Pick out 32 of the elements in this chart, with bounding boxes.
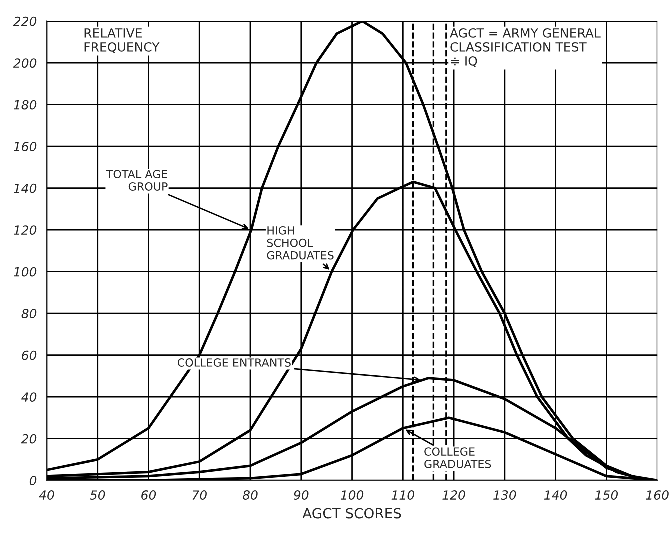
y-tick-label: 200 <box>13 58 37 68</box>
x-tick-label: 80 <box>242 490 258 500</box>
x-tick-label: 90 <box>294 490 309 500</box>
x-tick-label: 60 <box>142 490 156 500</box>
y-tick-label: 100 <box>14 267 37 277</box>
annotation: HIGH SCHOOL GRADUATES <box>267 226 334 260</box>
annotation: COLLEGE ENTRANTS <box>178 358 291 367</box>
x-tick-label: 140 <box>544 490 568 500</box>
y-tick-label: 40 <box>22 392 37 402</box>
y-tick-label: 0 <box>30 476 37 486</box>
x-tick-label: 50 <box>90 490 106 500</box>
x-tick-label: 160 <box>646 490 669 500</box>
y-tick-label: 120 <box>14 226 37 236</box>
y-tick-label: 80 <box>22 309 37 319</box>
x-tick-label: 100 <box>340 490 364 500</box>
annotation: AGCT = ARMY GENERAL CLASSIFICATION TEST ≑ IQ <box>450 28 601 68</box>
annotation: COLLEGE GRADUATES <box>424 448 492 468</box>
x-tick-label: 70 <box>192 490 207 500</box>
x-tick-label: 40 <box>39 490 54 500</box>
x-axis-title: AGCT SCORES <box>302 508 402 519</box>
y-tick-label: 180 <box>14 100 37 110</box>
x-tick-label: 120 <box>442 490 466 500</box>
y-axis-title: RELATIVE FREQUENCY <box>84 28 160 54</box>
y-tick-label: 20 <box>21 434 37 444</box>
annotation: TOTAL AGE GROUP <box>106 170 168 191</box>
x-tick-label: 150 <box>595 490 618 500</box>
y-tick-label: 60 <box>22 350 37 360</box>
x-tick-label: 110 <box>392 490 414 500</box>
y-tick-label: 220 <box>13 16 37 26</box>
x-tick-label: 130 <box>494 490 516 500</box>
y-tick-label: 140 <box>14 184 37 194</box>
y-tick-label: 160 <box>14 142 37 152</box>
